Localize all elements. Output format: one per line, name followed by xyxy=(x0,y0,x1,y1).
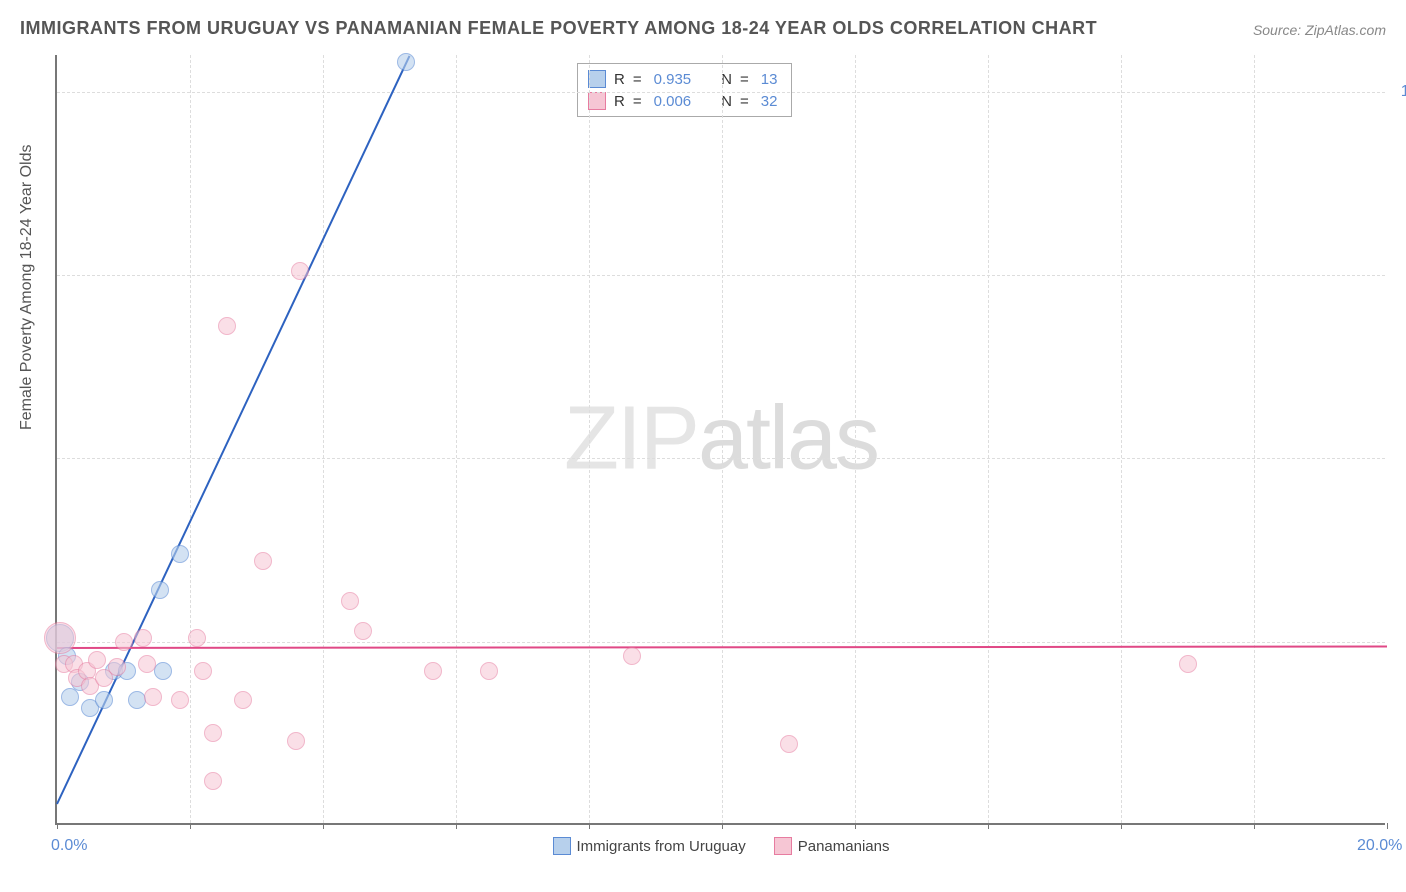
x-tick-mark xyxy=(855,823,856,829)
data-point xyxy=(204,724,222,742)
legend-row: R=0.006N=32 xyxy=(588,90,781,112)
data-point xyxy=(134,629,152,647)
data-point xyxy=(287,732,305,750)
data-point xyxy=(128,691,146,709)
plot-area: ZIPatlas R=0.935N=13R=0.006N=32 Immigran… xyxy=(55,55,1385,825)
series-name: Panamanians xyxy=(798,838,890,855)
legend-r-label: R xyxy=(614,71,625,88)
x-tick-mark xyxy=(722,823,723,829)
gridline-horizontal xyxy=(57,92,1385,93)
data-point xyxy=(480,662,498,680)
x-tick-label: 20.0% xyxy=(1357,837,1402,855)
data-point xyxy=(144,688,162,706)
data-point xyxy=(1179,655,1197,673)
gridline-vertical xyxy=(855,55,856,823)
data-point xyxy=(108,658,126,676)
data-point xyxy=(115,633,133,651)
x-tick-mark xyxy=(323,823,324,829)
correlation-legend: R=0.935N=13R=0.006N=32 xyxy=(577,63,792,117)
series-legend-item: Panamanians xyxy=(774,837,890,855)
gridline-vertical xyxy=(190,55,191,823)
x-tick-mark xyxy=(1387,823,1388,829)
x-tick-mark xyxy=(190,823,191,829)
data-point xyxy=(95,691,113,709)
series-legend-item: Immigrants from Uruguay xyxy=(553,837,746,855)
legend-r-value: 0.006 xyxy=(650,93,696,110)
data-point xyxy=(194,662,212,680)
data-point xyxy=(623,647,641,665)
data-point xyxy=(204,772,222,790)
watermark-zip: ZIP xyxy=(564,389,698,489)
gridline-horizontal xyxy=(57,458,1385,459)
gridline-vertical xyxy=(1121,55,1122,823)
gridline-vertical xyxy=(988,55,989,823)
watermark-atlas: atlas xyxy=(698,389,878,489)
legend-eq: = xyxy=(633,71,642,88)
legend-n-value: 32 xyxy=(757,93,782,110)
legend-swatch xyxy=(588,70,606,88)
x-tick-label: 0.0% xyxy=(51,837,87,855)
y-tick-label: 100.0% xyxy=(1401,83,1406,101)
data-point xyxy=(171,691,189,709)
data-point xyxy=(88,651,106,669)
data-point xyxy=(234,691,252,709)
gridline-horizontal xyxy=(57,275,1385,276)
gridline-vertical xyxy=(1254,55,1255,823)
x-tick-mark xyxy=(456,823,457,829)
legend-n-value: 13 xyxy=(757,71,782,88)
trend-line xyxy=(56,56,410,805)
data-point xyxy=(354,622,372,640)
legend-swatch xyxy=(774,837,792,855)
y-axis-label: Female Poverty Among 18-24 Year Olds xyxy=(18,145,36,431)
data-point xyxy=(154,662,172,680)
series-legend: Immigrants from Uruguay Panamanians xyxy=(57,837,1385,859)
source-attribution: Source: ZipAtlas.com xyxy=(1253,22,1386,38)
watermark: ZIPatlas xyxy=(564,388,878,491)
x-tick-mark xyxy=(1121,823,1122,829)
x-tick-mark xyxy=(57,823,58,829)
chart-title: IMMIGRANTS FROM URUGUAY VS PANAMANIAN FE… xyxy=(20,18,1097,39)
legend-eq: = xyxy=(740,93,749,110)
legend-swatch xyxy=(553,837,571,855)
series-name: Immigrants from Uruguay xyxy=(577,838,746,855)
gridline-vertical xyxy=(323,55,324,823)
legend-eq: = xyxy=(740,71,749,88)
data-point xyxy=(151,581,169,599)
data-point xyxy=(138,655,156,673)
data-point xyxy=(424,662,442,680)
legend-eq: = xyxy=(633,93,642,110)
x-tick-mark xyxy=(988,823,989,829)
data-point xyxy=(44,622,76,654)
data-point xyxy=(171,545,189,563)
gridline-vertical xyxy=(456,55,457,823)
x-tick-mark xyxy=(1254,823,1255,829)
trend-line xyxy=(57,645,1387,648)
data-point xyxy=(397,53,415,71)
data-point xyxy=(291,262,309,280)
legend-r-value: 0.935 xyxy=(650,71,696,88)
data-point xyxy=(254,552,272,570)
data-point xyxy=(188,629,206,647)
gridline-vertical xyxy=(589,55,590,823)
legend-swatch xyxy=(588,92,606,110)
data-point xyxy=(218,317,236,335)
x-tick-mark xyxy=(589,823,590,829)
gridline-horizontal xyxy=(57,642,1385,643)
data-point xyxy=(780,735,798,753)
legend-row: R=0.935N=13 xyxy=(588,68,781,90)
gridline-vertical xyxy=(722,55,723,823)
data-point xyxy=(341,592,359,610)
legend-r-label: R xyxy=(614,93,625,110)
